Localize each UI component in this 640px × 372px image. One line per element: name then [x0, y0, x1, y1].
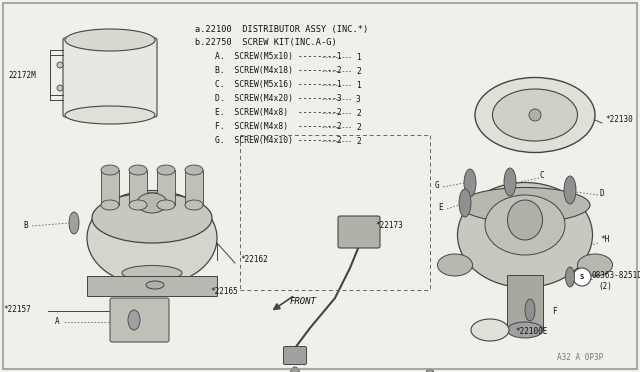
Ellipse shape — [65, 29, 155, 51]
Text: a.22100  DISTRIBUTOR ASSY (INC.*): a.22100 DISTRIBUTOR ASSY (INC.*) — [195, 25, 368, 34]
Text: *22173: *22173 — [375, 221, 403, 230]
Bar — [87, 276, 217, 296]
FancyBboxPatch shape — [110, 298, 169, 342]
Ellipse shape — [185, 165, 203, 175]
Ellipse shape — [129, 200, 147, 210]
Text: 2: 2 — [356, 123, 361, 132]
Ellipse shape — [157, 200, 175, 210]
Text: B: B — [23, 221, 28, 230]
Text: 2: 2 — [356, 109, 361, 118]
Text: 22172M: 22172M — [8, 71, 36, 80]
Ellipse shape — [471, 319, 509, 341]
Text: E.  SCREW(M4x8)  --------2: E. SCREW(M4x8) --------2 — [215, 108, 342, 117]
Text: A32 A 0P3P: A32 A 0P3P — [557, 353, 603, 362]
Text: F.  SCREW(M4x8)  --------2: F. SCREW(M4x8) --------2 — [215, 122, 342, 131]
Text: E: E — [438, 202, 443, 212]
Ellipse shape — [157, 165, 175, 175]
Text: G: G — [435, 180, 440, 189]
Text: F: F — [552, 307, 557, 315]
Ellipse shape — [507, 322, 543, 338]
Text: 2: 2 — [356, 137, 361, 146]
Ellipse shape — [438, 254, 472, 276]
Text: 1: 1 — [356, 53, 361, 62]
Ellipse shape — [92, 193, 212, 243]
Bar — [157, 170, 175, 205]
Text: 2: 2 — [356, 67, 361, 76]
Ellipse shape — [87, 190, 217, 285]
Ellipse shape — [185, 200, 203, 210]
Text: D.  SCREW(M4x20) --------3: D. SCREW(M4x20) --------3 — [215, 94, 342, 103]
Ellipse shape — [425, 369, 435, 372]
Circle shape — [573, 268, 591, 286]
Ellipse shape — [475, 77, 595, 153]
Bar — [101, 170, 119, 205]
Text: *22100E: *22100E — [515, 327, 547, 337]
Text: A: A — [55, 317, 60, 326]
Bar — [185, 170, 203, 205]
Bar — [129, 170, 147, 205]
Circle shape — [57, 62, 63, 68]
Ellipse shape — [458, 183, 593, 288]
Text: B.  SCREW(M4x18) --------2: B. SCREW(M4x18) --------2 — [215, 66, 342, 75]
Ellipse shape — [485, 195, 565, 255]
Ellipse shape — [508, 200, 543, 240]
Text: (2): (2) — [598, 282, 612, 292]
Ellipse shape — [464, 169, 476, 197]
FancyBboxPatch shape — [63, 38, 157, 117]
Ellipse shape — [504, 168, 516, 196]
Text: b.22750  SCREW KIT(INC.A-G): b.22750 SCREW KIT(INC.A-G) — [195, 38, 337, 47]
Ellipse shape — [69, 212, 79, 234]
Text: *22157: *22157 — [3, 305, 31, 314]
Text: D: D — [600, 189, 605, 198]
Circle shape — [529, 109, 541, 121]
Ellipse shape — [493, 89, 577, 141]
Text: G.  SCREW(M4x10) --------2: G. SCREW(M4x10) --------2 — [215, 136, 342, 145]
Ellipse shape — [460, 187, 590, 222]
Ellipse shape — [101, 165, 119, 175]
Text: FRONT: FRONT — [290, 298, 317, 307]
Bar — [507, 275, 543, 330]
Text: 1: 1 — [356, 81, 361, 90]
Text: 08363-8251D: 08363-8251D — [592, 270, 640, 279]
Ellipse shape — [146, 281, 164, 289]
Ellipse shape — [122, 266, 182, 280]
Ellipse shape — [65, 106, 155, 124]
Ellipse shape — [290, 367, 300, 372]
Ellipse shape — [101, 200, 119, 210]
Text: *H: *H — [600, 235, 609, 244]
Text: S: S — [580, 274, 584, 280]
Ellipse shape — [525, 299, 535, 321]
Ellipse shape — [566, 267, 575, 287]
Ellipse shape — [137, 193, 167, 213]
FancyBboxPatch shape — [284, 346, 307, 365]
Text: A.  SCREW(M5x10) --------1: A. SCREW(M5x10) --------1 — [215, 52, 342, 61]
Text: 3: 3 — [356, 95, 361, 104]
Text: *22130: *22130 — [605, 115, 633, 125]
Text: C: C — [540, 170, 545, 180]
Text: C.  SCREW(M5x16) --------1: C. SCREW(M5x16) --------1 — [215, 80, 342, 89]
Ellipse shape — [577, 254, 612, 276]
Text: *22162: *22162 — [240, 256, 268, 264]
Ellipse shape — [459, 189, 471, 217]
Ellipse shape — [564, 176, 576, 204]
Ellipse shape — [129, 165, 147, 175]
Circle shape — [57, 85, 63, 91]
Text: *22165: *22165 — [210, 286, 237, 295]
FancyBboxPatch shape — [338, 216, 380, 248]
Ellipse shape — [128, 310, 140, 330]
